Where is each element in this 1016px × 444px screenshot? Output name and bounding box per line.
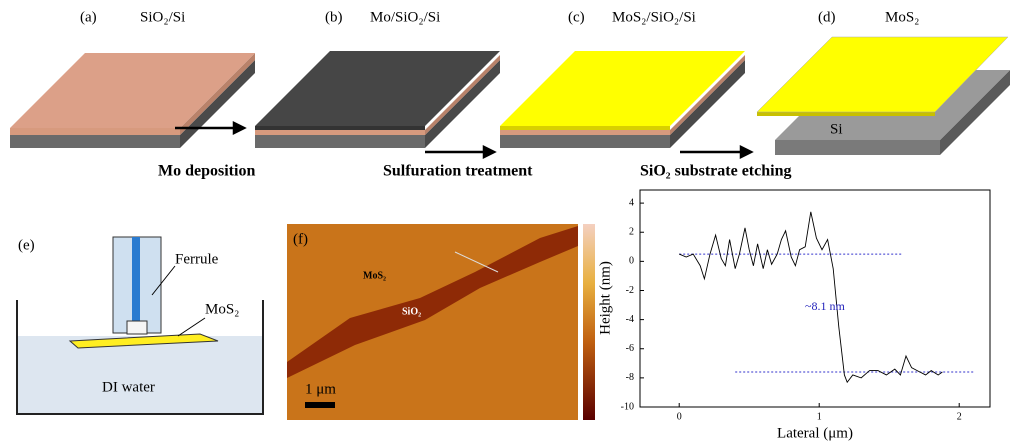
y-tick-label: -10 xyxy=(621,401,634,412)
panel-label: (b) xyxy=(325,9,343,25)
panel-label: (c) xyxy=(568,9,585,25)
y-tick-label: 2 xyxy=(629,227,634,238)
panel-title: MoS₂ xyxy=(885,9,919,25)
si-label: Si xyxy=(830,121,843,137)
x-tick-label: 0 xyxy=(677,411,682,422)
slab-a xyxy=(10,53,255,148)
panel-label: (a) xyxy=(80,9,97,25)
panel-label: (d) xyxy=(818,9,836,25)
panel-label: (e) xyxy=(18,237,35,253)
y-tick-label: -6 xyxy=(626,343,634,354)
y-tick-label: -4 xyxy=(626,314,634,325)
panel-title: SiO₂/Si xyxy=(140,9,185,25)
region-label: SiO₂ xyxy=(402,306,421,317)
scale-bar-label: 1 μm xyxy=(305,381,336,397)
y-tick-label: 0 xyxy=(629,256,634,267)
slab-b xyxy=(255,51,500,148)
slab-d xyxy=(757,37,1010,155)
film-label: MoS₂ xyxy=(205,301,239,317)
y-tick-label: 4 xyxy=(629,197,634,208)
annotation: ~8.1 nm xyxy=(805,299,845,313)
panel-label: (f) xyxy=(293,231,308,247)
step-label: SiO₂ substrate etching xyxy=(640,163,791,180)
page: {"panels": [{"label": "(a)", "title": "S… xyxy=(0,0,1016,444)
liquid-label: DI water xyxy=(102,379,155,395)
slab-c xyxy=(500,51,745,148)
panel-title: MoS₂/SiO₂/Si xyxy=(612,9,696,25)
step-label: Sulfuration treatment xyxy=(383,163,533,180)
profile-line xyxy=(679,212,942,382)
x-tick-label: 1 xyxy=(817,411,822,422)
x-tick-label: 2 xyxy=(957,411,962,422)
x-axis-label: Lateral (μm) xyxy=(777,425,853,441)
ferrule-label: Ferrule xyxy=(175,251,219,267)
y-axis-label: Height (nm) xyxy=(597,261,613,335)
y-tick-label: -2 xyxy=(626,285,634,296)
region-label: MoS₂ xyxy=(363,270,386,281)
figure: Si (a) SiO₂/Si (b) Mo/SiO₂/Si (c) MoS₂/S… xyxy=(0,0,1016,444)
y-tick-label: -8 xyxy=(626,372,634,383)
panel-title: Mo/SiO₂/Si xyxy=(370,9,440,25)
step-label: Mo deposition xyxy=(158,163,255,180)
